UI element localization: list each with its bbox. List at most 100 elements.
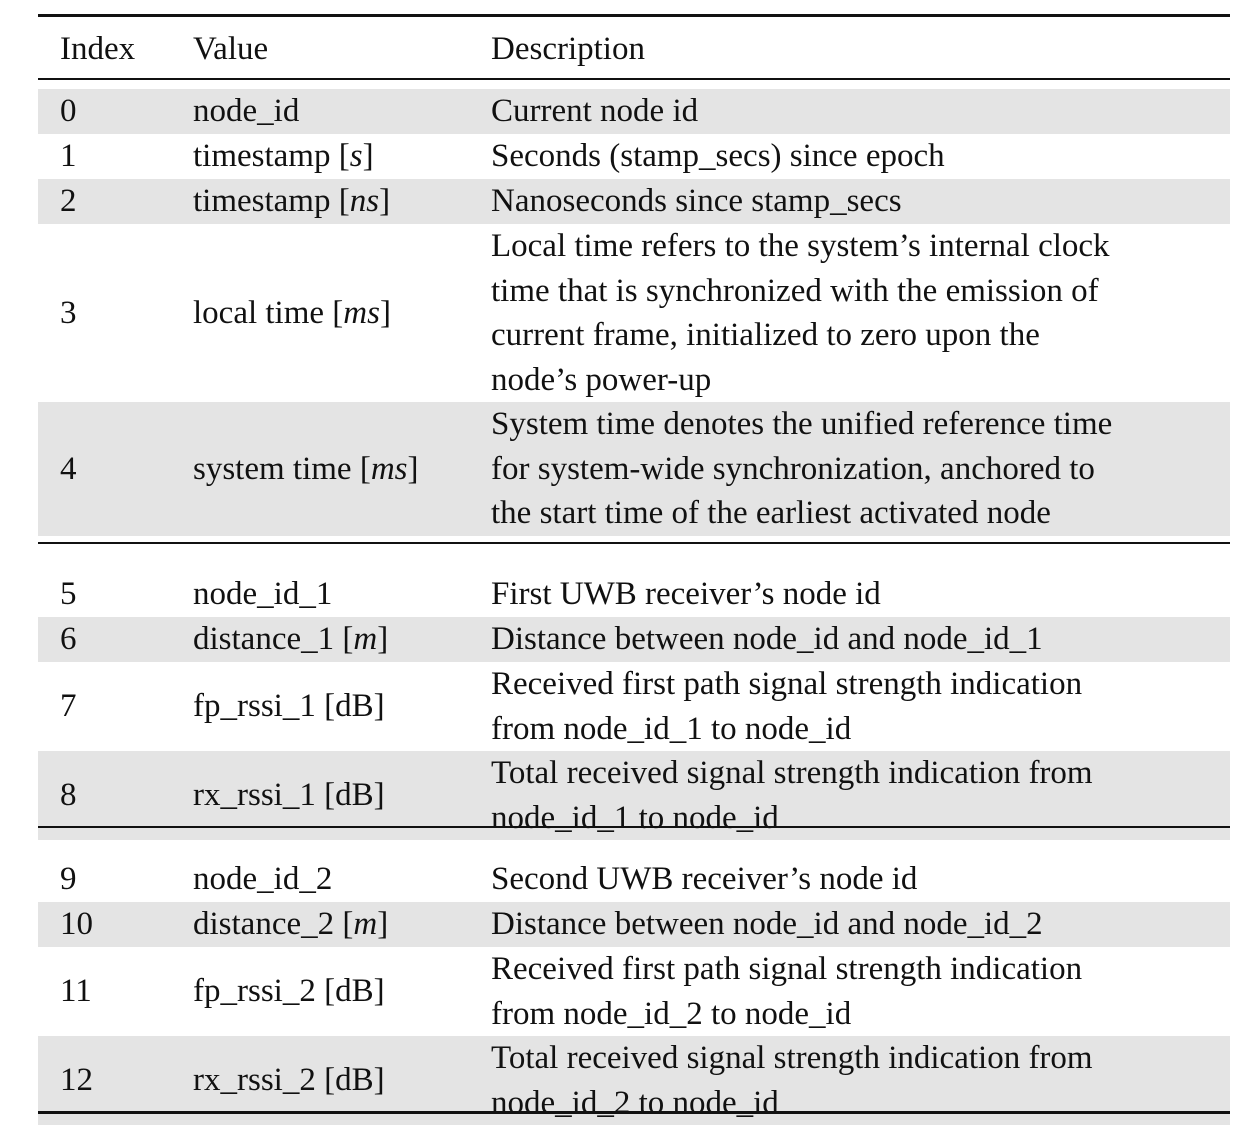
table-row: 9 node_id_2 Second UWB receiver’s node id [38, 857, 1230, 902]
row-index: 4 [60, 451, 77, 487]
value-unit: [dB] [315, 777, 385, 813]
header-value: Value [193, 31, 269, 67]
row-value: system time [ms] [193, 402, 419, 536]
row-index: 1 [60, 138, 77, 174]
value-name: fp_rssi_1 [193, 688, 316, 724]
table-row: 10 distance_2 [m] Distance between node_id… [38, 902, 1230, 947]
row-value: rx_rssi_1 [dB] [193, 751, 385, 840]
table-row: 4 system time [ms] System time denotes the… [38, 402, 1230, 536]
row-description: Current node id [491, 89, 698, 134]
row-description: Second UWB receiver’s node id [491, 857, 917, 902]
description-line: Current node id [491, 93, 699, 129]
row-index: 2 [60, 183, 77, 219]
description-line: Received first path signal strength indi… [491, 666, 1083, 702]
row-value: timestamp [s] [193, 134, 374, 179]
value-name: distance_1 [193, 621, 335, 657]
value-name: node_id_1 [193, 576, 333, 612]
description-line: Nanoseconds since stamp_secs [491, 183, 902, 219]
table-row: 3 local time [ms] Local time refers to the… [38, 224, 1230, 402]
row-description: Distance between node_id and node_id_1 [491, 617, 1043, 662]
table-row: 11 fp_rssi_2 [dB] Received first path sign… [38, 947, 1230, 1036]
value-name: rx_rssi_1 [193, 777, 316, 813]
description-line: System time denotes the unified referenc… [491, 406, 1113, 442]
row-value: fp_rssi_1 [dB] [193, 662, 385, 751]
table-row: 7 fp_rssi_1 [dB] Received first path signa… [38, 662, 1230, 751]
row-index: 0 [60, 93, 77, 129]
value-unit: [m] [334, 906, 389, 942]
description-line: Total received signal strength indicatio… [491, 1040, 1093, 1076]
header-index: Index [60, 31, 136, 67]
description-line: Seconds (stamp_secs) since epoch [491, 138, 945, 174]
row-description: Distance between node_id and node_id_2 [491, 902, 1043, 947]
row-description: Seconds (stamp_secs) since epoch [491, 134, 945, 179]
value-name: timestamp [193, 183, 331, 219]
row-index: 8 [60, 777, 77, 813]
row-value: node_id_1 [193, 572, 332, 617]
row-value: fp_rssi_2 [dB] [193, 947, 385, 1036]
row-value: timestamp [ns] [193, 179, 390, 224]
row-description: Local time refers to the system’s intern… [491, 224, 1110, 402]
row-index: 6 [60, 621, 77, 657]
value-name: fp_rssi_2 [193, 973, 316, 1009]
row-description: Total received signal strength indicatio… [491, 751, 1093, 840]
row-description: Total received signal strength indicatio… [491, 1036, 1093, 1125]
group-rule [38, 826, 1230, 828]
value-unit: [ms] [351, 451, 419, 487]
row-index: 10 [60, 906, 93, 942]
row-description: Received first path signal strength indi… [491, 947, 1082, 1036]
value-unit: [dB] [315, 973, 385, 1009]
description-line: for system-wide synchronization, anchore… [491, 450, 1095, 487]
value-unit: [ms] [324, 295, 391, 331]
row-value: rx_rssi_2 [dB] [193, 1036, 385, 1125]
value-name: distance_2 [193, 906, 335, 942]
row-value: node_id_2 [193, 857, 332, 902]
table-row: 6 distance_1 [m] Distance between node_id … [38, 617, 1230, 662]
group-rule [38, 542, 1230, 544]
value-name: system time [193, 451, 352, 487]
row-value: distance_2 [m] [193, 902, 388, 947]
value-name: node_id_2 [193, 861, 333, 897]
description-line: Total received signal strength indicatio… [491, 755, 1093, 791]
value-unit: [m] [334, 621, 389, 657]
table-row: 1 timestamp [s] Seconds (stamp_secs) since… [38, 134, 1230, 179]
description-line: node_id_1 to node_id [491, 799, 779, 836]
value-unit: [dB] [315, 1062, 385, 1098]
description-line: Received first path signal strength indi… [491, 951, 1083, 987]
description-line: the start time of the earliest activated… [491, 495, 1051, 531]
table-row: 0 node_id Current node id [38, 89, 1230, 134]
header-row: Index Value Description [38, 17, 1230, 79]
value-unit: [dB] [315, 688, 385, 724]
row-value: distance_1 [m] [193, 617, 388, 662]
row-description: Received first path signal strength indi… [491, 662, 1082, 751]
description-line: current frame, initialized to zero upon … [491, 317, 1040, 353]
row-description: First UWB receiver’s node id [491, 572, 881, 617]
value-unit: [ns] [330, 183, 391, 219]
row-index: 7 [60, 688, 77, 724]
table-row: 5 node_id_1 First UWB receiver’s node id [38, 572, 1230, 617]
row-index: 3 [60, 295, 77, 331]
top-rule [38, 14, 1230, 17]
description-line: from node_id_2 to node_id [491, 995, 852, 1032]
value-name: local time [193, 295, 325, 331]
row-value: node_id [193, 89, 299, 134]
description-line: node’s power-up [491, 361, 712, 398]
row-index: 5 [60, 576, 77, 612]
table-row: 12 rx_rssi_2 [dB] Total received signal st… [38, 1036, 1230, 1125]
table-row: 2 timestamp [ns] Nanoseconds since stamp_s… [38, 179, 1230, 224]
row-description: Nanoseconds since stamp_secs [491, 179, 902, 224]
value-name: rx_rssi_2 [193, 1062, 316, 1098]
description-line: Distance between node_id and node_id_2 [491, 906, 1043, 942]
row-description: System time denotes the unified referenc… [491, 402, 1112, 536]
description-line: First UWB receiver’s node id [491, 576, 881, 612]
row-index: 12 [60, 1062, 93, 1098]
value-name: node_id [193, 93, 300, 129]
description-line: from node_id_1 to node_id [491, 710, 852, 747]
row-index: 11 [60, 973, 92, 1009]
description-line: Distance between node_id and node_id_1 [491, 621, 1043, 657]
table-row: 8 rx_rssi_1 [dB] Total received signal str… [38, 751, 1230, 840]
description-line: Local time refers to the system’s intern… [491, 228, 1110, 264]
value-name: timestamp [193, 138, 331, 174]
value-unit: [s] [330, 138, 374, 174]
row-index: 9 [60, 861, 77, 897]
row-value: local time [ms] [193, 224, 391, 402]
